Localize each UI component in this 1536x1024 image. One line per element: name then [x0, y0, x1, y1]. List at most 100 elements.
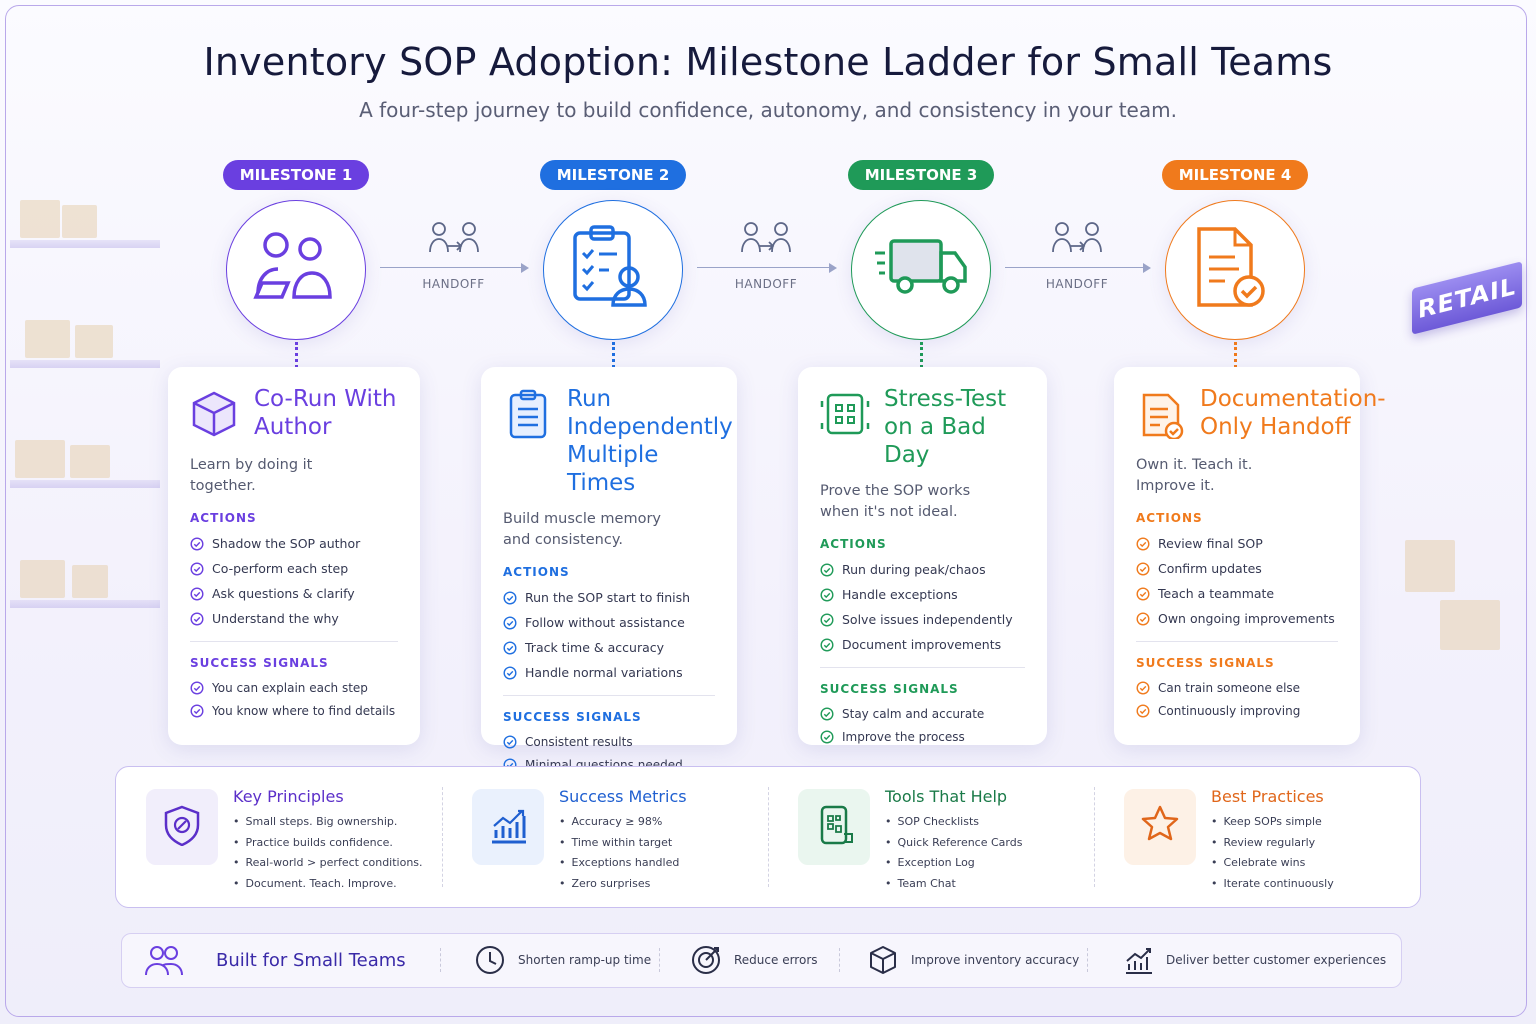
section-item: Exceptions handled	[559, 856, 680, 877]
card-title: Stress-Test on a Bad Day	[884, 386, 1007, 468]
section-title: Success Metrics	[559, 787, 687, 806]
check-icon-svg	[503, 590, 517, 605]
milestone-badge: MILESTONE 3	[848, 160, 994, 190]
card-icon	[1136, 389, 1186, 443]
box	[20, 200, 60, 238]
check-icon-svg	[820, 637, 834, 652]
panel-section: Best Practices Keep SOPs simpleReview reg…	[1094, 767, 1420, 909]
signal-item: You can explain each step	[190, 676, 398, 699]
handoff-label: HANDOFF	[1045, 277, 1109, 291]
footer-item-text: Shorten ramp-up time	[518, 953, 652, 967]
footer-item: Improve inventory accuracy	[867, 934, 1079, 986]
signal-item: You know where to find details	[190, 699, 398, 722]
footer-icon	[690, 944, 722, 976]
action-item: Track time & accuracy	[503, 635, 715, 660]
action-text: Follow without assistance	[525, 615, 685, 630]
check-icon-svg	[820, 562, 834, 577]
check-icon	[820, 637, 834, 652]
check-icon	[820, 562, 834, 577]
divider	[1136, 641, 1338, 642]
milestone-badge: MILESTONE 4	[1162, 160, 1308, 190]
section-list: Accuracy ≥ 98%Time within targetExceptio…	[559, 815, 680, 898]
milestone-icon	[1187, 223, 1283, 317]
signal-text: Consistent results	[525, 734, 633, 749]
section-icon-box	[1124, 789, 1196, 865]
milestone-icon-svg	[1197, 227, 1265, 307]
action-text: Co-perform each step	[212, 561, 349, 576]
section-separator	[768, 787, 769, 887]
section-icon	[1140, 804, 1180, 850]
check-icon-svg	[190, 703, 204, 718]
section-item: Zero surprises	[559, 877, 679, 898]
card-icon-svg	[192, 391, 236, 437]
action-text: Handle exceptions	[842, 587, 958, 602]
handoff-icon-svg	[1052, 222, 1102, 253]
card-icon	[503, 389, 553, 443]
footer-icon-svg	[1126, 948, 1152, 974]
check-icon	[1136, 703, 1150, 718]
section-separator	[1094, 787, 1095, 887]
action-item: Co-perform each step	[190, 556, 398, 581]
section-title: Best Practices	[1211, 787, 1324, 806]
handoff-arrow	[1005, 262, 1151, 273]
handoff-icon	[741, 220, 791, 258]
check-icon	[820, 587, 834, 602]
section-icon-box	[798, 789, 870, 865]
check-icon	[1136, 680, 1150, 695]
handoff-arrow	[697, 262, 837, 273]
section-item: Time within target	[559, 836, 679, 857]
signals-heading: SUCCESS SIGNALS	[1136, 656, 1275, 670]
card-tagline: Learn by doing it together.	[190, 457, 313, 494]
action-item: Run during peak/chaos	[820, 557, 1025, 582]
divider	[503, 695, 715, 696]
section-item: Real-world > perfect conditions.	[233, 856, 423, 877]
footer-item: Reduce errors	[690, 934, 818, 986]
actions-heading: ACTIONS	[503, 565, 570, 579]
panel-section: Success Metrics Accuracy ≥ 98%Time within…	[442, 767, 768, 909]
panel-section: Tools That Help SOP ChecklistsQuick Refer…	[768, 767, 1094, 909]
check-icon-svg	[1136, 586, 1150, 601]
action-item: Ask questions & clarify	[190, 581, 398, 606]
action-text: Shadow the SOP author	[212, 536, 361, 551]
footer-separator	[1087, 948, 1088, 972]
section-item: Keep SOPs simple	[1211, 815, 1334, 836]
signal-item: Consistent results	[503, 730, 715, 753]
shelf	[10, 600, 160, 608]
footer-item-text: Improve inventory accuracy	[911, 953, 1080, 967]
card-title: Documentation-Only Handoff	[1200, 386, 1386, 440]
section-separator	[442, 787, 443, 887]
footer-separator	[659, 948, 660, 972]
shelf	[10, 360, 160, 368]
handoff-icon-svg	[428, 222, 479, 253]
footer-icon-svg	[476, 946, 504, 974]
milestone-circle	[543, 200, 683, 340]
actions-heading: ACTIONS	[820, 537, 887, 551]
divider	[820, 667, 1025, 668]
signal-text: Improve the process	[842, 729, 965, 744]
action-item: Follow without assistance	[503, 610, 715, 635]
card-icon	[190, 389, 240, 443]
card-header: Run Independently Multiple Times	[503, 385, 733, 497]
card-title: Co-Run With Author	[254, 386, 397, 440]
action-item: Shadow the SOP author	[190, 531, 398, 556]
action-item: Understand the why	[190, 606, 398, 631]
card-tagline: Own it. Teach it. Improve it.	[1136, 457, 1253, 494]
action-text: Teach a teammate	[1158, 586, 1275, 601]
connector-dots	[1234, 342, 1237, 368]
subtitle: A four-step journey to build confidence,…	[359, 98, 1177, 122]
check-icon-svg	[190, 561, 204, 576]
frame	[5, 5, 1527, 1017]
section-item: Practice builds confidence.	[233, 836, 423, 857]
milestone-icon-svg	[253, 232, 332, 299]
signal-text: Stay calm and accurate	[842, 706, 985, 721]
action-text: Handle normal variations	[525, 665, 683, 680]
handoff-arrow	[380, 262, 529, 273]
milestone-icon	[565, 223, 661, 317]
signals-heading: SUCCESS SIGNALS	[503, 710, 642, 724]
check-icon	[1136, 561, 1150, 576]
check-icon	[190, 561, 204, 576]
section-icon-svg	[1141, 805, 1179, 841]
handoff-label: HANDOFF	[734, 277, 798, 291]
box	[75, 325, 113, 358]
